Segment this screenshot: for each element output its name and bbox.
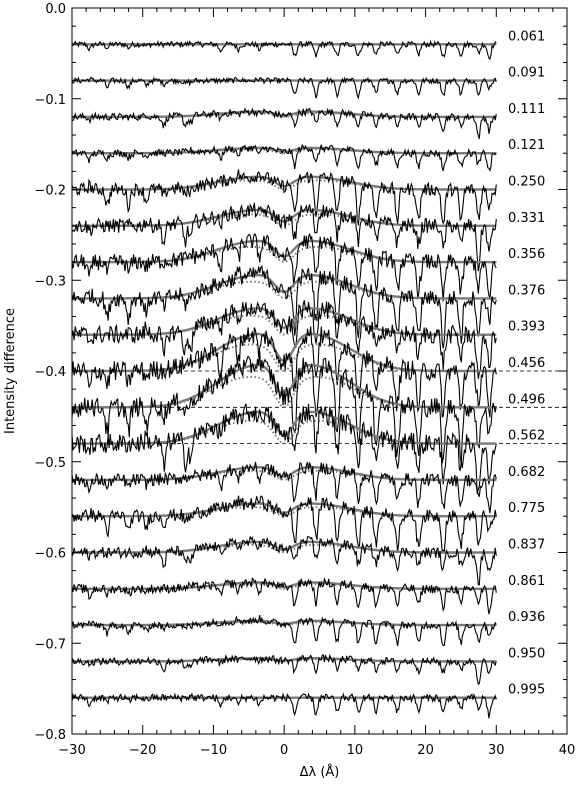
model-dotted-line [72, 148, 497, 155]
x-tick-label: 20 [417, 743, 434, 758]
observed-spectrum-line [71, 233, 497, 302]
y-tick-label: −0.5 [34, 456, 66, 471]
y-tick-label: −0.4 [34, 365, 66, 380]
x-axis-label: Δλ (Å) [300, 764, 340, 780]
phase-label: 0.121 [508, 138, 545, 153]
phase-label: 0.091 [508, 66, 545, 81]
observed-spectrum-line [71, 326, 497, 418]
baselines-group [72, 370, 567, 445]
x-tick-label: 10 [347, 743, 364, 758]
observed-spectrum-line [71, 265, 497, 349]
model-dotted-line [72, 583, 497, 590]
series-group [71, 39, 497, 719]
phase-label: 0.356 [508, 247, 545, 262]
observed-spectrum-line [71, 692, 497, 719]
observed-spectrum-line [71, 351, 497, 465]
model-dotted-line [72, 112, 497, 118]
phase-label: 0.936 [508, 610, 545, 625]
model-solid-line [72, 332, 497, 373]
phase-label: 0.393 [508, 320, 545, 335]
x-tick-label: 30 [488, 743, 505, 758]
observed-spectrum-line [71, 300, 497, 380]
phase-label: 0.861 [508, 574, 545, 589]
phase-label: 0.331 [508, 211, 545, 226]
model-solid-line [72, 540, 497, 554]
model-dotted-line [72, 343, 497, 372]
observed-spectrum-line [71, 76, 497, 100]
phase-label: 0.376 [508, 283, 545, 298]
x-tick-label: −20 [129, 743, 156, 758]
y-tick-label: −0.8 [34, 728, 66, 743]
observed-spectrum-line [71, 107, 497, 139]
phase-label: 0.682 [508, 465, 545, 480]
x-tick-label: 0 [280, 743, 288, 758]
y-tick-label: 0.0 [45, 2, 66, 17]
phase-label: 0.562 [508, 429, 545, 444]
observed-spectrum-line [71, 535, 497, 586]
y-axis-label: Intensity difference [3, 308, 18, 434]
observed-spectrum-line [71, 143, 497, 172]
y-tick-label: −0.7 [34, 637, 66, 652]
x-tick-label: −30 [58, 743, 85, 758]
y-tick-label: −0.6 [34, 547, 66, 562]
observed-spectrum-line [71, 615, 497, 647]
y-tick-label: −0.2 [34, 184, 66, 199]
model-dotted-line [72, 314, 497, 336]
phase-label: 0.061 [508, 29, 545, 44]
observed-spectrum-line [71, 169, 497, 226]
phase-label: 0.250 [508, 175, 545, 190]
ticks-group: −30 −20 −10 0 10 20 30 40 0.0 −0.1 −0.2 −0.3 −0.4 −0.… [34, 2, 575, 758]
x-tick-label: −10 [200, 743, 227, 758]
model-solid-line [72, 410, 497, 445]
model-dotted-line [72, 419, 497, 445]
model-dotted-line [72, 375, 497, 409]
phase-label: 0.837 [508, 538, 545, 553]
y-tick-label: −0.3 [34, 274, 66, 289]
x-tick-label: 40 [559, 743, 576, 758]
observed-spectrum-line [71, 403, 497, 495]
phase-labels-group: 0.061 0.091 0.111 0.121 0.250 0.331 0.356 0.376… [508, 29, 545, 697]
phase-label: 0.496 [508, 392, 545, 407]
observed-spectrum-line [71, 653, 497, 686]
observed-spectrum-line [71, 461, 497, 514]
phase-label: 0.950 [508, 646, 545, 661]
model-solid-line [72, 273, 497, 300]
phase-label: 0.456 [508, 356, 545, 371]
model-solid-line [72, 146, 497, 155]
phase-label: 0.775 [508, 501, 545, 516]
observed-spectrum-line [71, 577, 497, 615]
observed-spectrum-line [71, 495, 497, 554]
phase-label: 0.111 [508, 102, 545, 117]
y-tick-label: −0.1 [34, 93, 66, 108]
phase-label: 0.995 [508, 683, 545, 698]
observed-spectrum-line [71, 39, 497, 61]
observed-spectrum-line [71, 202, 497, 272]
